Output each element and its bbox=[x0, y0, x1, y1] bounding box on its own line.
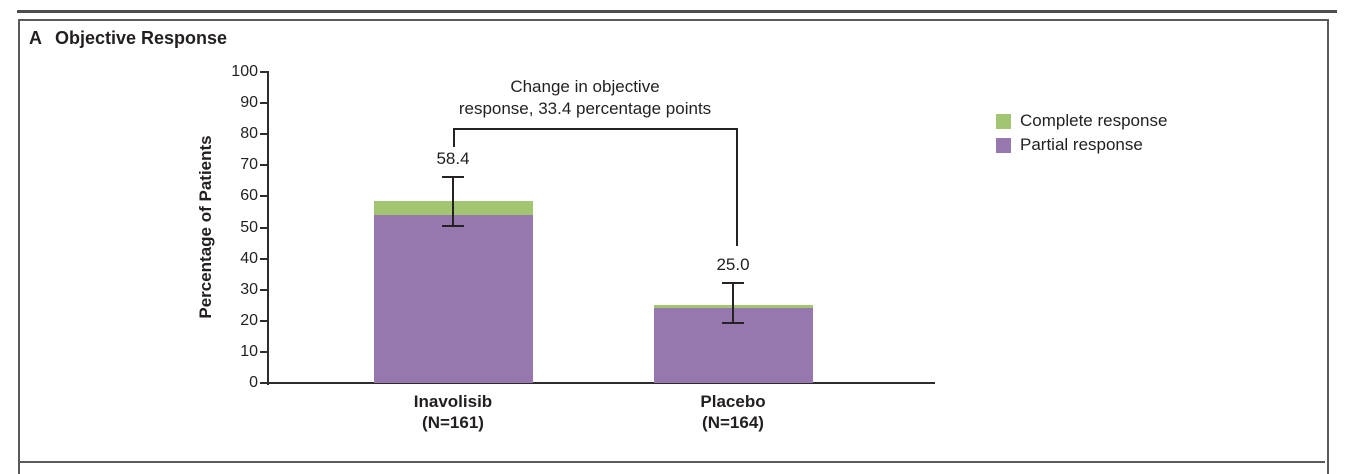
value-label: 58.4 bbox=[436, 148, 470, 168]
error-bar-cap-bottom bbox=[722, 321, 744, 324]
error-bar-line bbox=[452, 175, 454, 227]
panel-bottom-divider bbox=[20, 461, 1325, 463]
y-tick-mark bbox=[260, 164, 267, 167]
annotation-line-1: Change in objective bbox=[510, 77, 660, 96]
bar-segment-partial-response bbox=[373, 215, 533, 383]
y-tick-mark bbox=[260, 71, 267, 73]
y-tick-mark bbox=[260, 382, 267, 384]
y-tick-label: 30 bbox=[240, 280, 258, 298]
error-bar-cap-top bbox=[442, 175, 464, 178]
y-tick-mark bbox=[260, 195, 267, 198]
y-tick-label: 10 bbox=[240, 342, 258, 360]
y-tick-mark bbox=[260, 102, 267, 105]
y-axis-line bbox=[267, 71, 269, 385]
y-tick-label: 50 bbox=[240, 218, 258, 236]
y-tick-label: 80 bbox=[240, 125, 258, 143]
y-tick-mark bbox=[260, 257, 267, 260]
y-tick-mark bbox=[260, 350, 267, 353]
y-tick-label: 60 bbox=[240, 187, 258, 205]
panel-border bbox=[18, 19, 1329, 474]
chart-legend: Complete response Partial response bbox=[996, 112, 1167, 160]
error-bar-cap-top bbox=[722, 281, 744, 284]
bracket-right-drop bbox=[736, 128, 738, 246]
bracket-left-drop bbox=[453, 128, 455, 147]
legend-item: Partial response bbox=[996, 136, 1167, 154]
legend-label: Complete response bbox=[1020, 111, 1168, 130]
value-label: 25.0 bbox=[716, 254, 750, 274]
legend-swatch-icon bbox=[996, 113, 1011, 129]
legend-label: Partial response bbox=[1020, 135, 1143, 154]
y-tick-label: 40 bbox=[240, 249, 258, 267]
y-tick-mark bbox=[260, 133, 267, 136]
y-tick-label: 20 bbox=[240, 311, 258, 329]
x-axis-line bbox=[267, 382, 935, 384]
figure-top-rule bbox=[17, 10, 1337, 13]
y-tick-label: 70 bbox=[240, 156, 258, 174]
bracket-horizontal bbox=[453, 128, 738, 130]
error-bar-cap-bottom bbox=[442, 224, 464, 227]
panel-title: Objective Response bbox=[55, 28, 228, 48]
annotation-line-2: response, 33.4 percentage points bbox=[458, 99, 712, 118]
y-tick-mark bbox=[260, 319, 267, 322]
y-tick-label: 0 bbox=[249, 374, 258, 391]
y-tick-label: 100 bbox=[231, 63, 258, 80]
legend-item: Complete response bbox=[996, 112, 1167, 130]
change-annotation: Change in objective response, 33.4 perce… bbox=[459, 76, 711, 120]
category-label: Placebo (N=164) bbox=[700, 392, 766, 432]
error-bar-line bbox=[732, 281, 734, 324]
legend-swatch-icon bbox=[996, 137, 1011, 153]
category-label: Inavolisib (N=161) bbox=[413, 392, 493, 432]
y-tick-mark bbox=[260, 226, 267, 229]
y-tick-mark bbox=[260, 288, 267, 291]
panel-letter: A bbox=[29, 28, 42, 48]
y-tick-label: 90 bbox=[240, 94, 258, 112]
